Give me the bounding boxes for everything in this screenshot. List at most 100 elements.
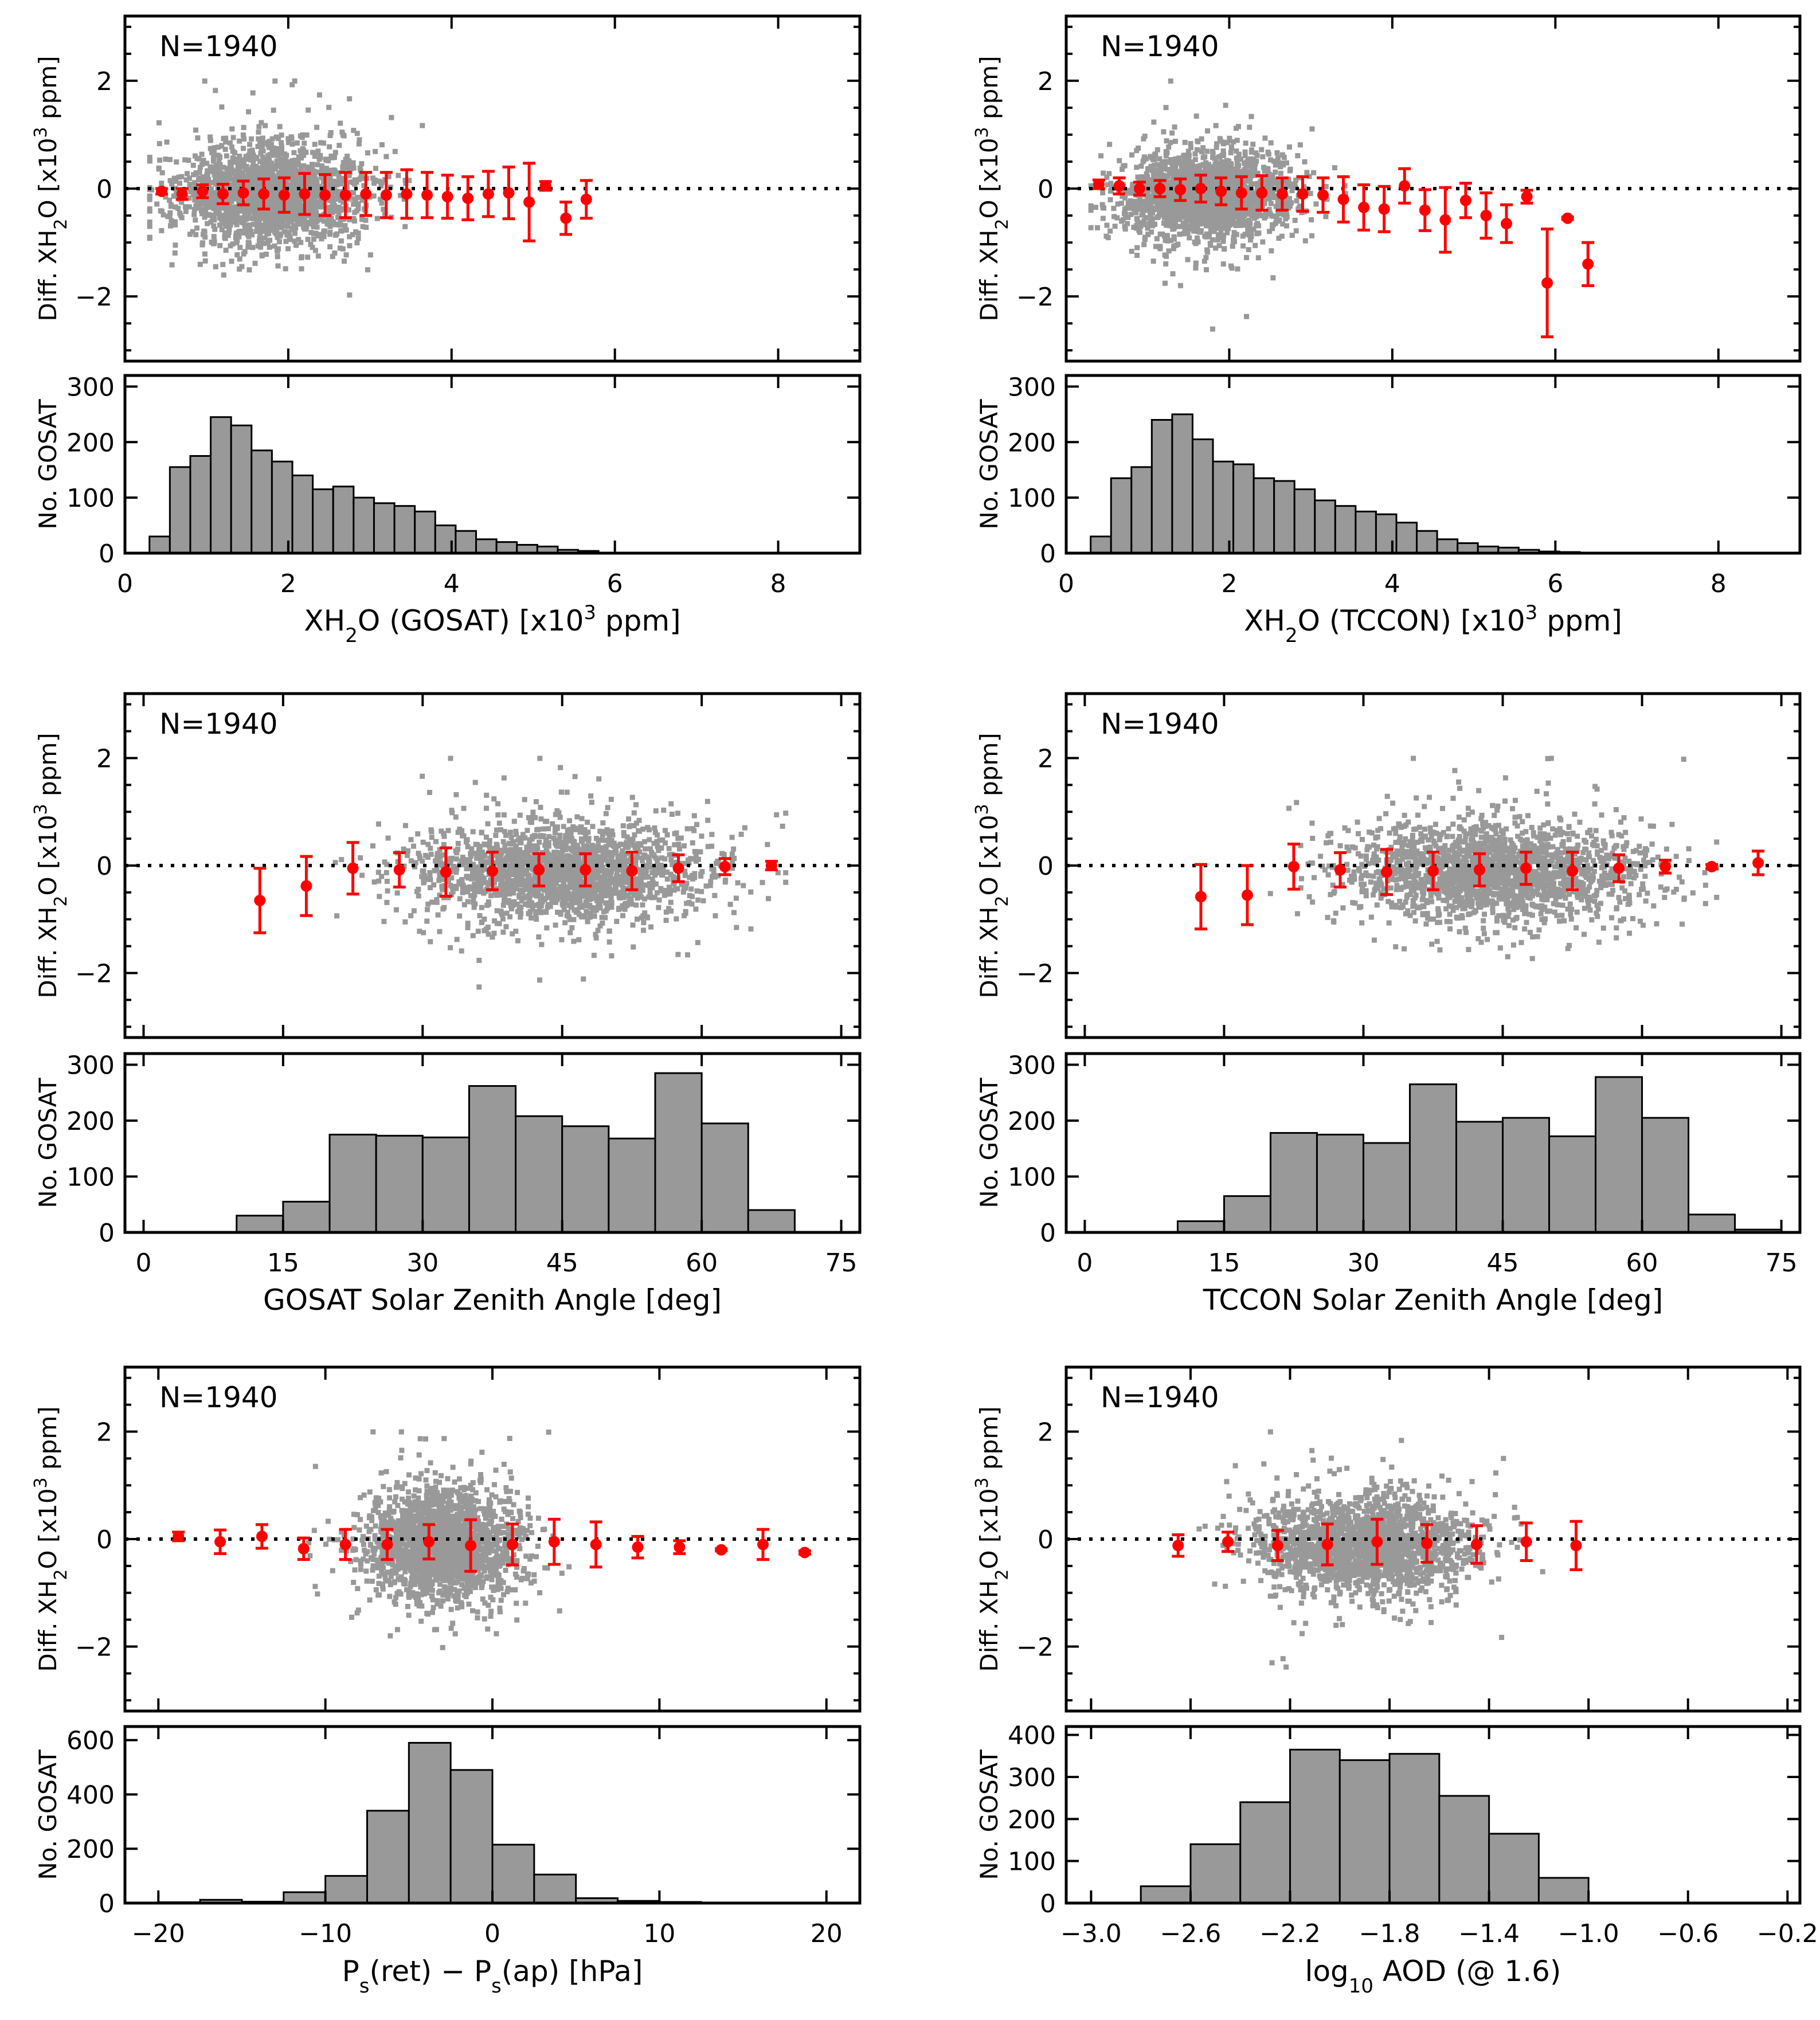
scatter-point (208, 138, 213, 143)
scatter-point (259, 228, 264, 234)
scatter-point (178, 213, 183, 218)
scatter-point (1195, 235, 1200, 241)
scatter-point (1211, 210, 1217, 216)
scatter-point (577, 903, 582, 909)
hist-y-tick-label: 0 (1040, 539, 1056, 569)
bin-mean-point (278, 189, 290, 201)
scatter-point (1215, 168, 1221, 174)
scatter-point (1231, 238, 1236, 244)
scatter-point (1179, 171, 1185, 177)
scatter-point (709, 866, 715, 872)
scatter-point (219, 143, 225, 149)
scatter-point (1257, 211, 1262, 217)
scatter-point (265, 142, 271, 148)
bin-mean-point (176, 188, 188, 200)
scatter-point (600, 832, 605, 838)
scatter-point (1212, 170, 1218, 176)
scatter-point (279, 146, 285, 152)
scatter-point (1129, 201, 1135, 207)
scatter-point (1103, 233, 1109, 239)
scatter-point (551, 835, 557, 841)
scatter-point (203, 175, 209, 181)
scatter-point (289, 165, 295, 171)
scatter-point (346, 160, 351, 166)
scatter-point (518, 911, 524, 917)
scatter-point (1214, 141, 1220, 147)
scatter-point (1193, 178, 1199, 183)
scatter-point (445, 879, 451, 884)
scatter-point (1242, 219, 1248, 225)
bin-mean-point (1561, 212, 1574, 224)
scatter-point (321, 218, 327, 224)
scatter-point (1309, 126, 1315, 132)
scatter-point (296, 195, 302, 201)
scatter-point (234, 252, 240, 257)
scatter-point (1183, 222, 1188, 228)
scatter-point (428, 845, 433, 851)
scatter-point (289, 158, 295, 163)
scatter-point (296, 169, 302, 175)
scatter-point (1165, 195, 1171, 201)
scatter-point (238, 208, 244, 214)
scatter-point (259, 120, 264, 126)
scatter-point (326, 185, 331, 191)
scatter-point (296, 203, 302, 209)
scatter-point (682, 860, 688, 866)
scatter-point (274, 209, 280, 215)
scatter-point (1206, 216, 1212, 221)
x-axis-label-part: O (GOSAT) [x10 (358, 604, 584, 637)
scatter-point (1275, 199, 1281, 205)
scatter-point (1173, 217, 1179, 222)
scatter-point (599, 914, 605, 920)
scatter-point (1269, 191, 1275, 197)
scatter-point (272, 206, 277, 212)
scatter-point (541, 833, 546, 839)
scatter-point (315, 169, 321, 175)
hist-y-tick-label: 100 (1008, 484, 1056, 513)
histogram-bar (1253, 477, 1275, 554)
scatter-point (1165, 167, 1171, 173)
scatter-point (269, 203, 275, 209)
scatter-point (377, 894, 382, 899)
scatter-point (363, 225, 369, 230)
scatter-point (205, 221, 210, 226)
scatter-point (147, 158, 152, 163)
y-tick-label: −2 (75, 283, 112, 312)
scatter-point (1225, 174, 1231, 179)
scatter-point (420, 858, 425, 864)
scatter-point (200, 198, 206, 204)
scatter-point (1130, 182, 1136, 187)
scatter-point (208, 190, 214, 195)
scatter-point (1171, 212, 1177, 218)
scatter-point (1134, 165, 1140, 170)
scatter-point (1166, 144, 1172, 150)
scatter-point (1240, 233, 1246, 239)
scatter-point (455, 841, 461, 847)
scatter-point (1231, 187, 1236, 193)
scatter-point (202, 214, 208, 220)
scatter-point (1148, 204, 1154, 210)
scatter-point (156, 141, 162, 147)
scatter-point (1106, 171, 1112, 177)
scatter-point (279, 140, 284, 146)
scatter-point (670, 862, 675, 867)
scatter-point (223, 248, 229, 253)
scatter-point (1145, 166, 1150, 171)
scatter-point (1176, 211, 1181, 217)
scatter-point (1223, 168, 1228, 174)
scatter-point (292, 205, 298, 211)
scatter-point (1265, 150, 1271, 155)
scatter-point (308, 170, 314, 175)
scatter-point (581, 976, 586, 982)
scatter-point (1289, 233, 1295, 238)
scatter-point (1342, 183, 1348, 189)
bin-mean-point (1276, 188, 1288, 200)
scatter-point (299, 135, 305, 140)
scatter-point (237, 245, 243, 250)
scatter-point (259, 174, 264, 179)
scatter-point (324, 170, 330, 176)
scatter-point (1254, 152, 1260, 158)
scatter-point (327, 132, 333, 138)
scatter-point (1172, 194, 1177, 200)
scatter-point (319, 199, 324, 205)
